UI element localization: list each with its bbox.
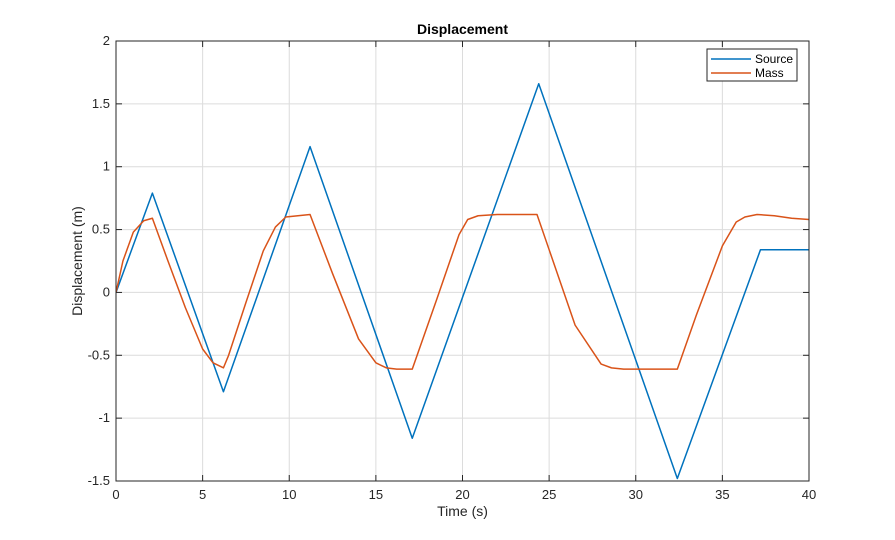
- x-tick-label: 0: [112, 487, 119, 502]
- series-line-mass: [116, 213, 809, 370]
- x-tick-label: 20: [455, 487, 469, 502]
- y-tick-label: 2: [103, 33, 110, 48]
- y-tick-label: -0.5: [88, 347, 110, 362]
- x-axis-label: Time (s): [437, 503, 488, 519]
- series-layer: [116, 82, 809, 480]
- legend: Source Mass: [706, 48, 798, 82]
- x-tick-label: 15: [369, 487, 383, 502]
- y-tick-label: 0: [103, 284, 110, 299]
- x-tick-label: 35: [715, 487, 729, 502]
- y-axis-label: Displacement (m): [69, 206, 85, 316]
- y-tick-label: 0.5: [92, 222, 110, 237]
- legend-label-mass: Mass: [755, 66, 784, 80]
- y-tick-label: 1.5: [92, 96, 110, 111]
- x-tick-label: 40: [802, 487, 816, 502]
- y-tick-label: -1: [98, 410, 110, 425]
- y-tick-label: -1.5: [88, 473, 110, 488]
- x-tick-label: 25: [542, 487, 556, 502]
- legend-label-source: Source: [755, 52, 793, 66]
- chart-title: Displacement: [417, 21, 508, 37]
- legend-box: [706, 48, 798, 82]
- x-tick-label: 30: [629, 487, 643, 502]
- y-tick-label: 1: [103, 159, 110, 174]
- x-tick-label: 10: [282, 487, 296, 502]
- series-line-source: [116, 82, 809, 480]
- ticks: [115, 40, 810, 482]
- x-tick-label: 5: [199, 487, 206, 502]
- x-tick-labels: 0 5 10 15 20 25 30 35 40: [112, 487, 816, 502]
- y-tick-labels: -1.5 -1 -0.5 0 0.5 1 1.5 2: [88, 33, 110, 488]
